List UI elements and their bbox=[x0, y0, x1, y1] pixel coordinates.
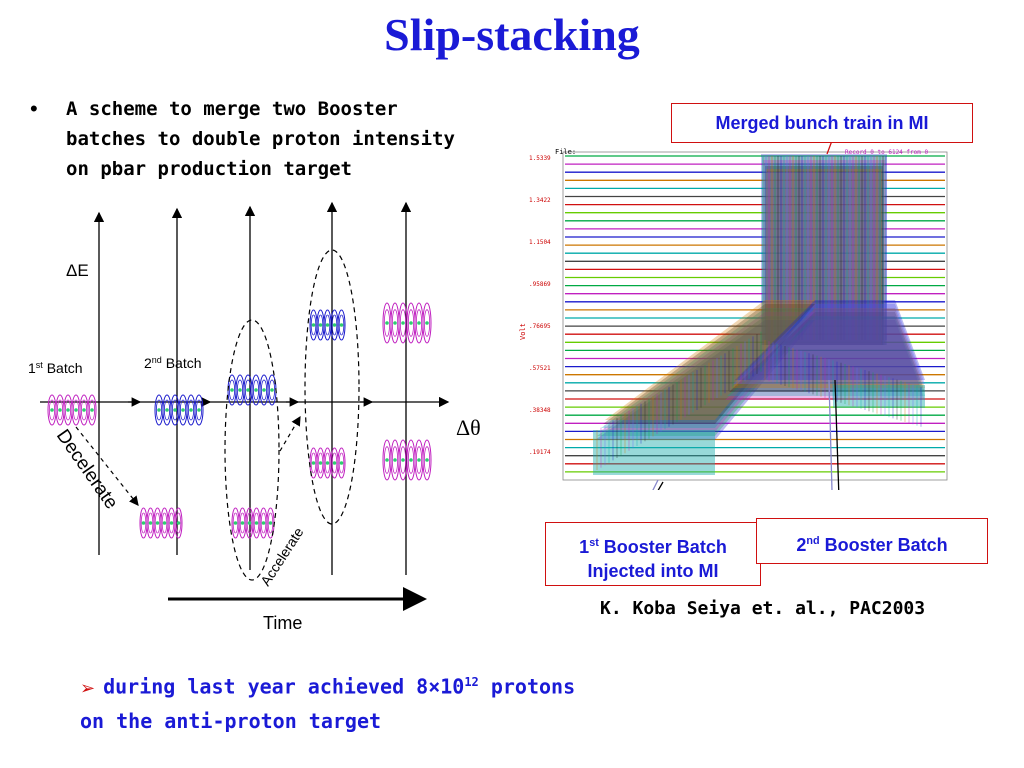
y-tick-label: .95869 bbox=[529, 281, 551, 288]
y-tick-label: 1.1504 bbox=[529, 239, 551, 246]
traces bbox=[565, 155, 945, 473]
y-axis-label: Volt bbox=[519, 323, 527, 340]
bunch-envelope bbox=[593, 154, 925, 475]
mountain-range-plot: File: Record 0 to 6124 from 0 Volt 1.533… bbox=[519, 140, 948, 490]
citation: K. Koba Seiya et. al., PAC2003 bbox=[600, 598, 926, 619]
y-ticks: 1.5339 1.3422 1.1504 .95869 .76695 .57521 .383… bbox=[529, 155, 551, 456]
merge-ellipse bbox=[224, 319, 280, 581]
second-booster-batch-callout: 2nd Booster Batch bbox=[756, 518, 988, 564]
y-tick-label: 1.3422 bbox=[529, 197, 551, 204]
rf-buckets bbox=[47, 302, 432, 539]
time-label: Time bbox=[263, 613, 302, 633]
y-tick-label: 1.5339 bbox=[529, 155, 551, 162]
merge-ellipse bbox=[304, 249, 360, 525]
first-booster-batch-callout: 1st Booster Batch Injected into MI bbox=[545, 522, 761, 586]
record-label: Record 0 to 6124 from 0 bbox=[845, 149, 928, 156]
bucket-group bbox=[47, 394, 97, 426]
first-batch-pointer bbox=[657, 481, 664, 490]
bullet-line: on pbar production target bbox=[66, 158, 352, 180]
bucket-group bbox=[231, 507, 275, 539]
bucket-group bbox=[309, 309, 346, 341]
file-label: File: bbox=[555, 148, 576, 156]
page-title: Slip-stacking bbox=[384, 9, 640, 60]
phase-space-diagram: ΔE Δθ 1st Batch 2nd Batch Decelerate Acc… bbox=[28, 201, 481, 633]
bucket-group bbox=[154, 394, 204, 426]
bullet-line: A scheme to merge two Booster bbox=[66, 98, 398, 120]
y-tick-label: .57521 bbox=[529, 365, 551, 372]
bucket-group bbox=[382, 302, 432, 344]
accelerate-label: Accelerate bbox=[257, 524, 307, 588]
accelerate-arrow bbox=[279, 415, 301, 452]
y-tick-label: .19174 bbox=[529, 449, 551, 456]
second-batch-label: 2nd Batch bbox=[144, 355, 202, 371]
decelerate-label: Decelerate bbox=[52, 426, 122, 513]
decelerate-arrow bbox=[75, 426, 139, 506]
bullet-text: A scheme to merge two Booster batches to… bbox=[66, 94, 506, 184]
delta-theta-label: Δθ bbox=[456, 415, 481, 440]
bucket-group bbox=[309, 447, 346, 479]
result-text: ➢ during last year achieved 8×1012 proton… bbox=[80, 674, 576, 733]
bucket-group bbox=[382, 439, 432, 481]
arrow-bullet-icon: ➢ bbox=[80, 677, 96, 699]
first-batch-label: 1st Batch bbox=[28, 360, 83, 376]
y-tick-label: .38348 bbox=[529, 407, 551, 414]
second-batch-pointer bbox=[834, 379, 840, 490]
bucket-group bbox=[227, 374, 277, 406]
bucket-group bbox=[139, 507, 183, 539]
bullet-marker: • bbox=[30, 96, 38, 121]
delta-e-label: ΔE bbox=[66, 261, 89, 280]
energy-axes bbox=[93, 201, 412, 575]
y-tick-label: .76695 bbox=[529, 323, 551, 330]
bullet-line: batches to double proton intensity bbox=[66, 128, 455, 150]
merged-bunch-callout: Merged bunch train in MI bbox=[671, 103, 973, 143]
